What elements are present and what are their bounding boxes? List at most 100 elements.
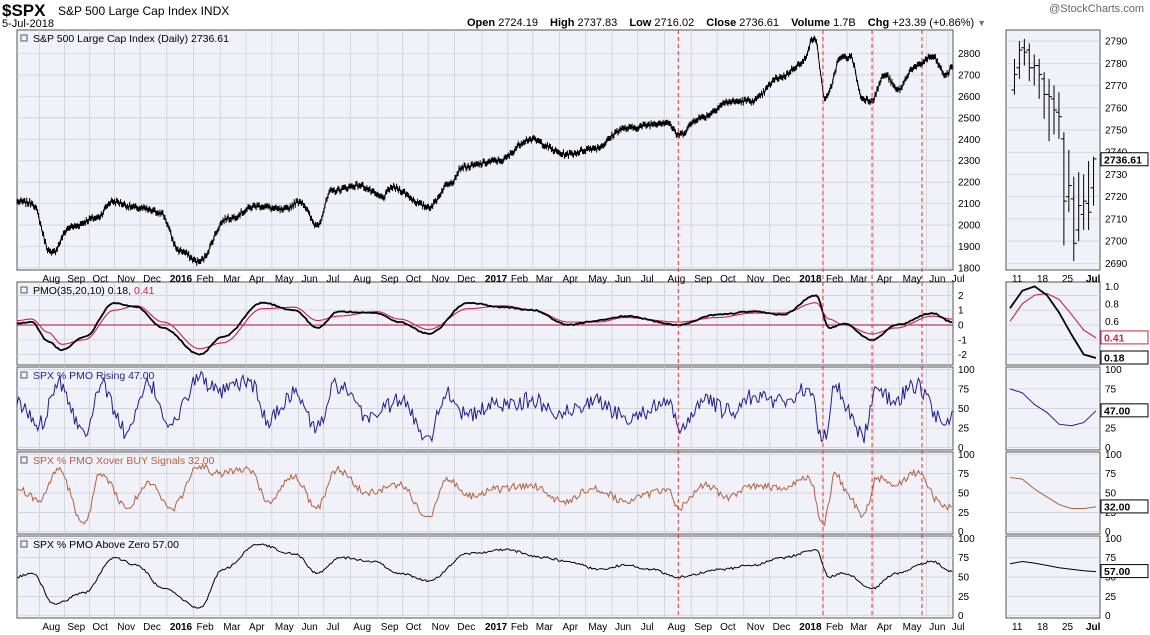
last-price-label-box: [1100, 152, 1149, 167]
zoom-y-tick-label: 0: [1105, 527, 1111, 538]
x-tick-label: 2017: [485, 274, 508, 285]
last-price-label: 2736.61: [1104, 154, 1142, 166]
x-tick-label: Aug: [42, 274, 60, 285]
x-tick-label: Jul: [641, 622, 654, 633]
legend-swatch: [20, 540, 28, 548]
pmo-title-signal: 0.41: [134, 285, 155, 297]
y-tick-label: 100: [958, 450, 975, 461]
y-tick-label: 2200: [958, 178, 981, 189]
x-tick-label: Feb: [826, 622, 844, 633]
zoom-y-tick-label: 25: [1105, 424, 1117, 435]
x-tick-label: Aug: [42, 622, 60, 633]
last-pmo-label: 0.18: [1104, 353, 1125, 365]
x-tick-label: Jul: [641, 274, 654, 285]
x-tick-label: Nov: [117, 622, 135, 633]
x-tick-label: Apr: [877, 274, 893, 285]
quote-volume: Volume 1.7B: [791, 17, 856, 29]
x-tick-label: Oct: [720, 622, 736, 633]
x-tick-label: Dec: [773, 622, 791, 633]
x-tick-label: 2016: [170, 274, 193, 285]
panel-title-xover: SPX % PMO Xover BUY Signals 32.00: [33, 455, 214, 467]
y-tick-label: 2700: [958, 71, 981, 82]
zoom-y-tick-label: 2690: [1105, 259, 1128, 270]
zoom-pmo-signal-series: [1009, 292, 1097, 339]
x-tick-label: Aug: [353, 274, 371, 285]
y-tick-label: 25: [958, 424, 970, 435]
zoom-y-tick-label: 75: [1105, 469, 1117, 480]
zoom-y-tick-label: 50: [1105, 489, 1117, 500]
legend-swatch: [20, 34, 28, 42]
zoom-x-tick-label: 18: [1037, 622, 1049, 633]
last-xover-label: 32.00: [1104, 501, 1130, 513]
zoom-y-tick-label: 100: [1105, 450, 1122, 461]
y-tick-label: 2800: [958, 49, 981, 60]
x-tick-label: Dec: [143, 274, 161, 285]
x-tick-label: Nov: [432, 622, 450, 633]
zoom-xover-series: [1009, 477, 1097, 509]
x-tick-label: May: [588, 274, 607, 285]
x-tick-label: May: [903, 622, 922, 633]
zoom-x-tick-label: 25: [1062, 274, 1074, 285]
x-tick-label: May: [588, 622, 607, 633]
x-tick-label: Jun: [929, 622, 945, 633]
y-tick-label: 50: [958, 404, 970, 415]
x-tick-label: Oct: [406, 274, 422, 285]
x-tick-label: Sep: [67, 274, 85, 285]
y-tick-label: 2400: [958, 135, 981, 146]
zoom-y-tick-label: 2770: [1105, 81, 1128, 92]
x-tick-label: Nov: [747, 274, 765, 285]
x-tick-label: Oct: [720, 274, 736, 285]
y-tick-label: 0: [958, 320, 964, 331]
zoom-y-tick-label: 2750: [1105, 126, 1128, 137]
zoom-y-tick-label: 0: [1105, 443, 1111, 454]
exchange-label: INDX: [200, 4, 230, 18]
zoom-x-tick-label: Jul: [1086, 622, 1101, 633]
x-tick-label: Feb: [511, 622, 529, 633]
symbol-label: $SPX: [2, 1, 46, 20]
zoom-y-tick-label: 0.6: [1105, 317, 1119, 328]
last-above-label: 57.00: [1104, 566, 1130, 578]
x-tick-label: 2018: [799, 622, 822, 633]
y-tick-label: -2: [958, 350, 967, 361]
x-tick-label: Feb: [197, 274, 215, 285]
x-tick-label: Apr: [562, 622, 578, 633]
panel-title-pmo: PMO(35,20,10) 0.18, 0.41: [33, 285, 155, 297]
zoom-y-tick-label: 2710: [1105, 214, 1128, 225]
zoom-y-tick-label: 0.8: [1105, 299, 1119, 310]
y-tick-label: -1: [958, 335, 967, 346]
y-tick-label: 2: [958, 291, 964, 302]
chevron-down-icon[interactable]: ▼: [977, 18, 987, 28]
x-tick-label: Aug: [353, 622, 371, 633]
x-tick-label: Dec: [457, 274, 475, 285]
zoom-y-tick-label: 75: [1105, 553, 1117, 564]
x-tick-label: Jul: [952, 622, 965, 633]
chart-header: $SPX S&P 500 Large Cap Index INDX 5-Jul-…: [0, 0, 1150, 30]
x-tick-label: Nov: [117, 274, 135, 285]
zoom-y-tick-label: 2700: [1105, 237, 1128, 248]
panel-pmo: [16, 281, 954, 366]
y-tick-label: 2000: [958, 221, 981, 232]
brand-label: @StockCharts.com: [1049, 3, 1144, 15]
quote-close: Close 2736.61: [706, 17, 780, 29]
x-tick-label: Oct: [92, 622, 108, 633]
y-tick-label: 2600: [958, 92, 981, 103]
x-tick-label: Jun: [302, 274, 318, 285]
quote-bar: Open 2724.19 High 2737.83 Low 2716.02 Cl…: [467, 17, 1004, 29]
x-tick-label: Aug: [668, 622, 686, 633]
zoom-above-series: [1009, 560, 1097, 573]
y-tick-label: 0: [958, 443, 964, 454]
y-tick-label: 25: [958, 508, 970, 519]
x-tick-label: Feb: [197, 622, 215, 633]
x-tick-label: Apr: [562, 274, 578, 285]
x-tick-label: Aug: [668, 274, 686, 285]
zoom-y-tick-label: 2790: [1105, 37, 1128, 48]
x-tick-label: Jun: [302, 622, 318, 633]
x-tick-label: 2016: [170, 622, 193, 633]
x-tick-label: Feb: [826, 274, 844, 285]
x-tick-label: Sep: [381, 622, 399, 633]
quote-low: Low 2716.02: [629, 17, 695, 29]
x-tick-label: Nov: [747, 622, 765, 633]
zoom-x-tick-label: 18: [1037, 274, 1049, 285]
index-name-text: S&P 500 Large Cap Index: [58, 4, 198, 18]
